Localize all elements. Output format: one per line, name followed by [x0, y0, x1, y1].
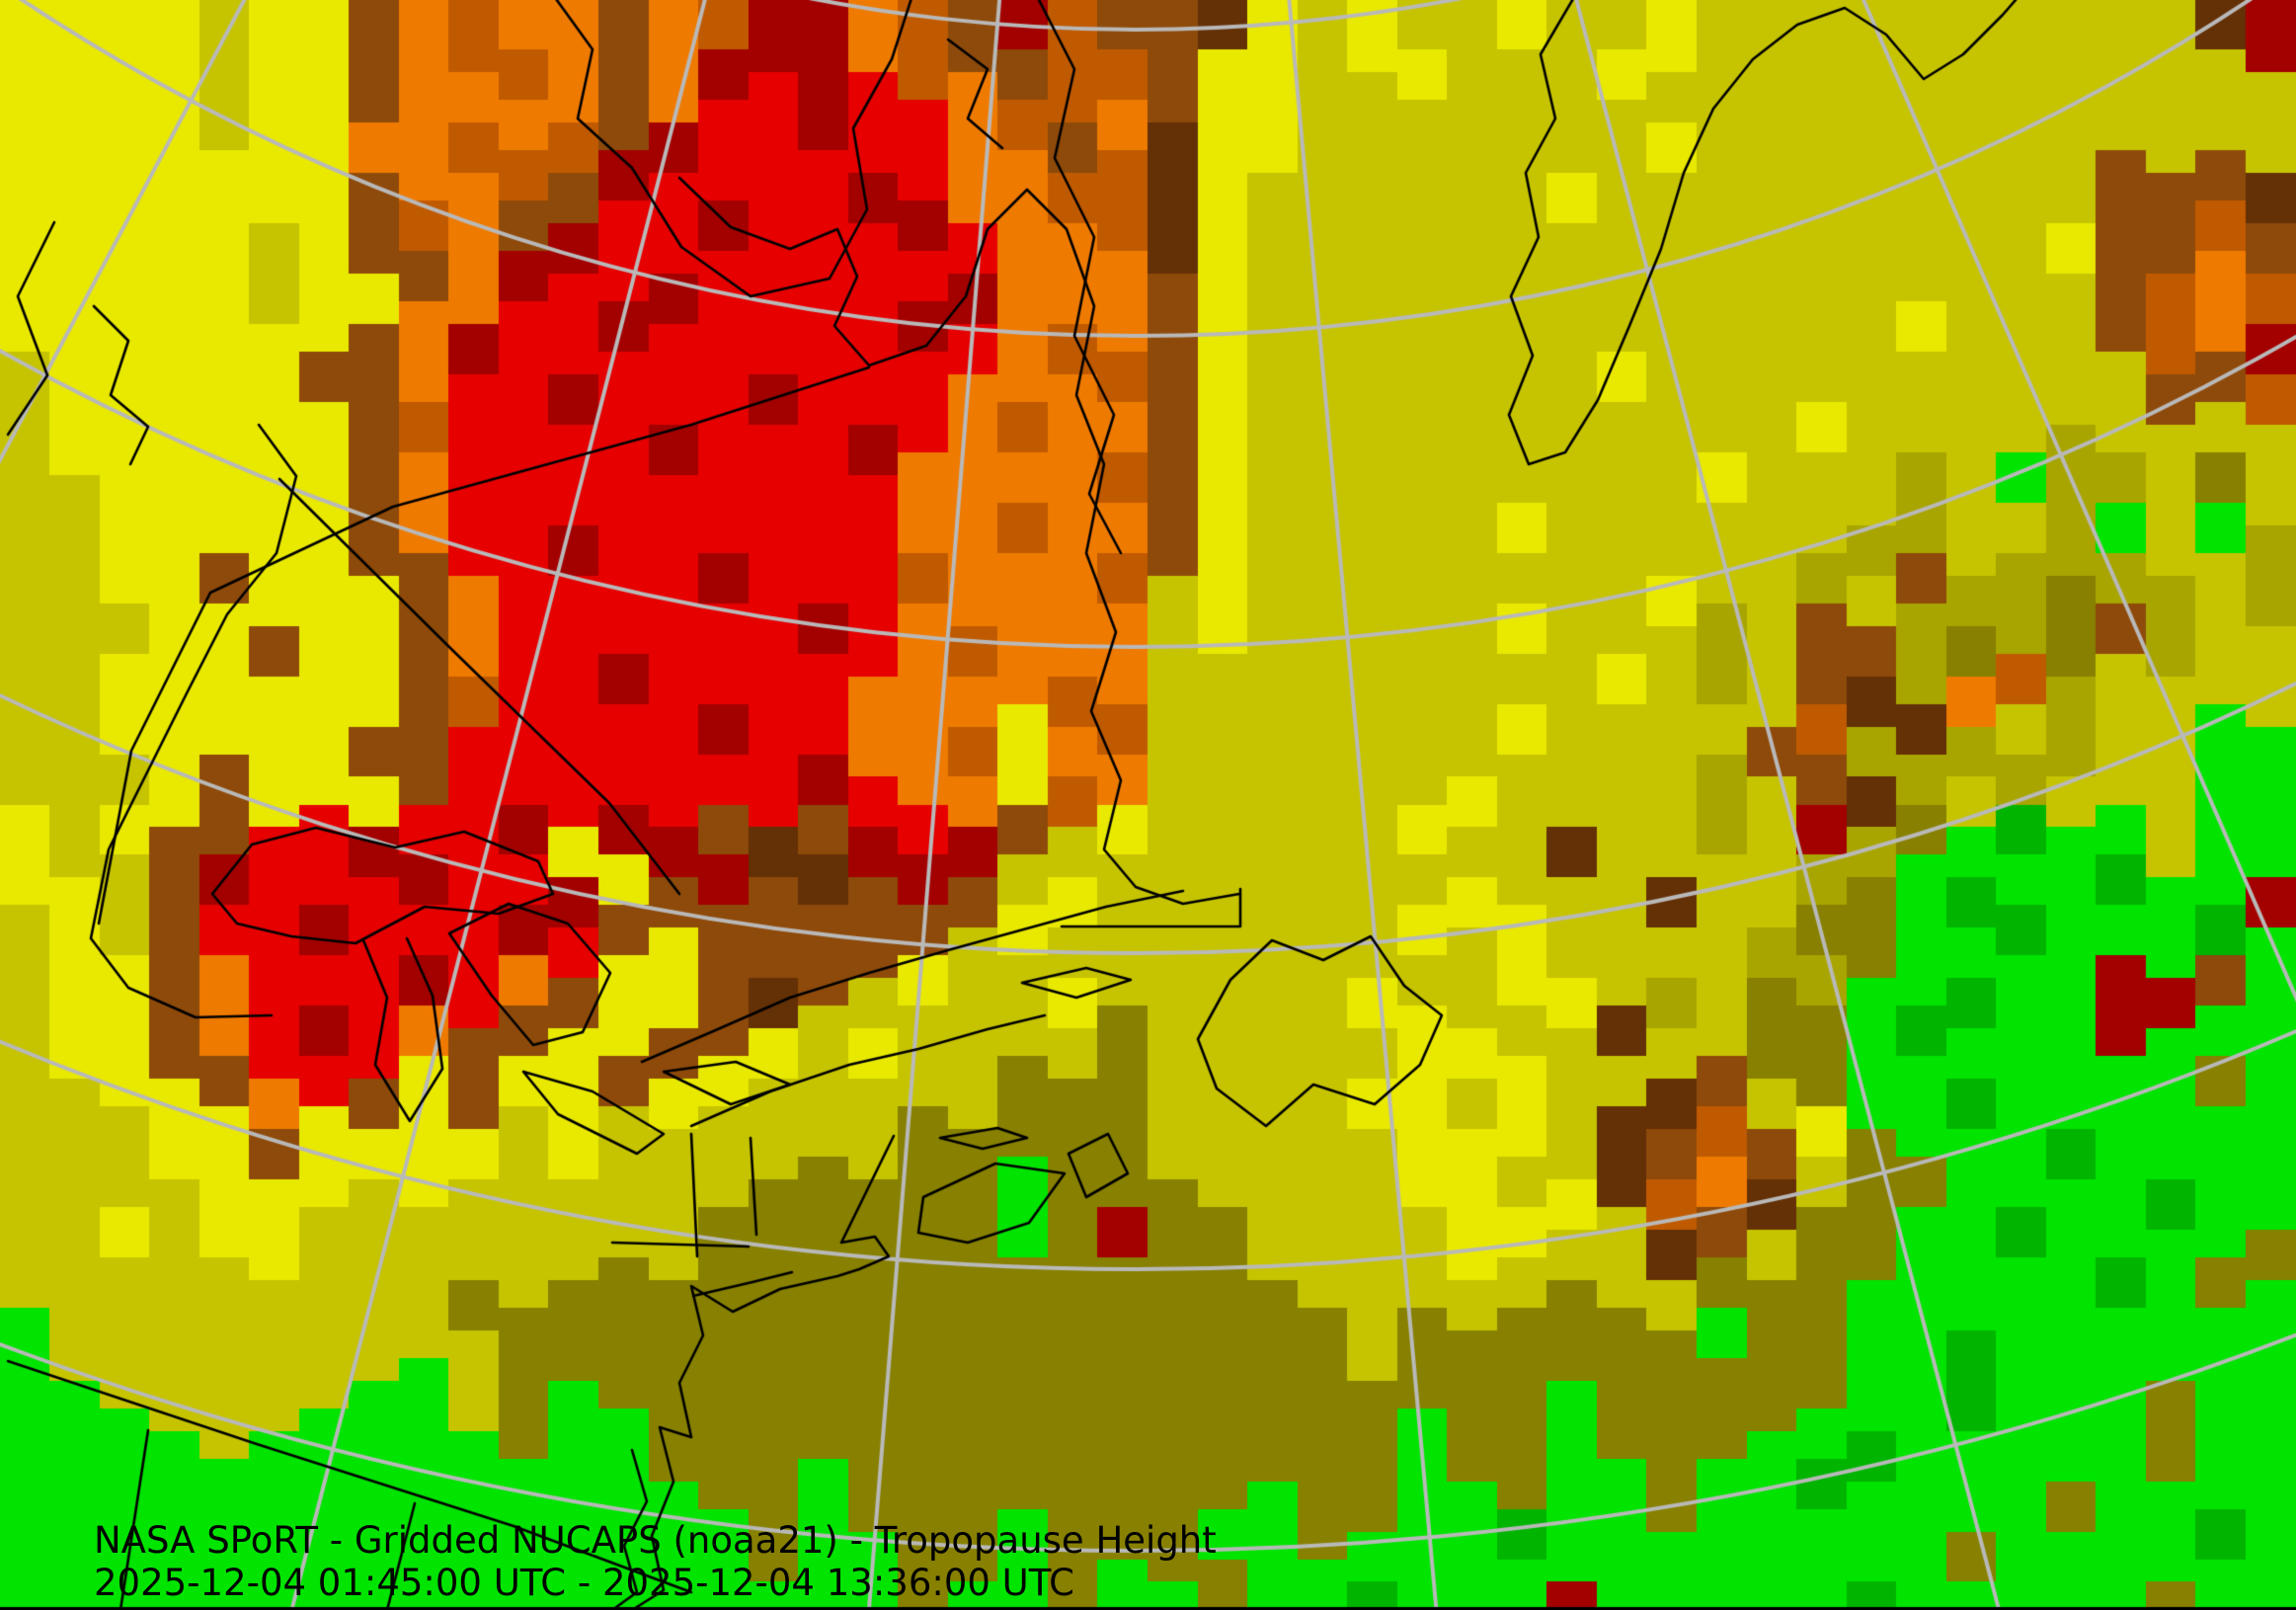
- product-annotation: NASA SPoRT - Gridded NUCAPS (noaa21) - T…: [94, 1519, 1217, 1604]
- product-title: NASA SPoRT - Gridded NUCAPS (noaa21) - T…: [94, 1519, 1217, 1562]
- product-time-range: 2025-12-04 01:45:00 UTC - 2025-12-04 13:…: [94, 1562, 1075, 1604]
